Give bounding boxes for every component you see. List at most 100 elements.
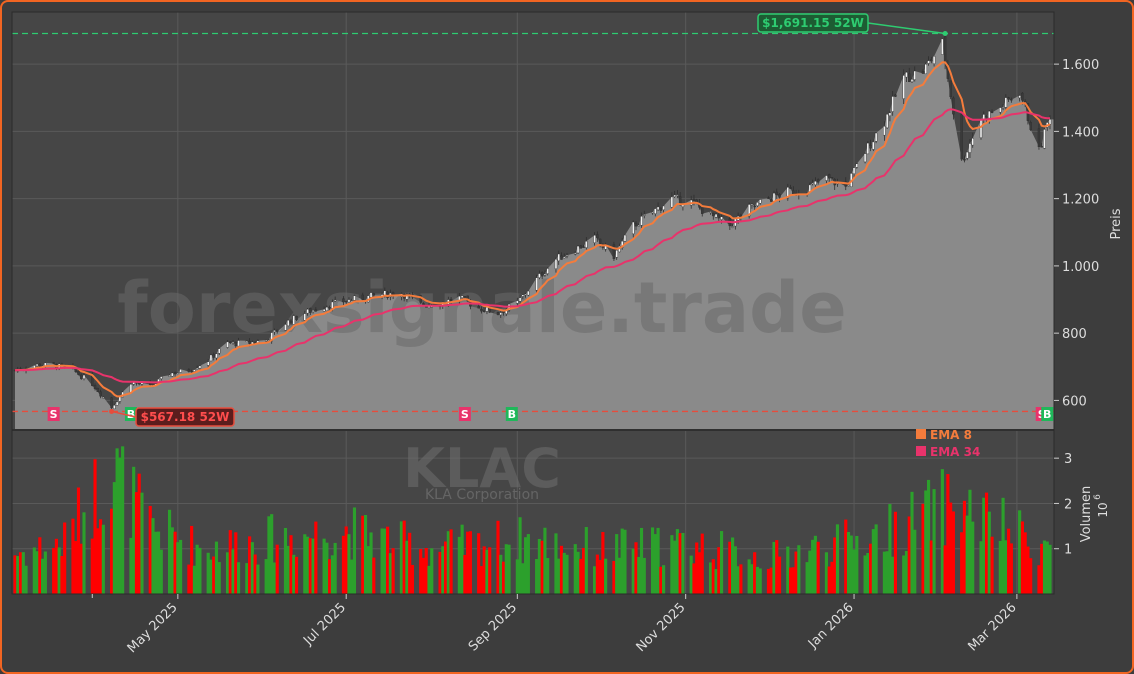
volume-bar <box>350 559 354 594</box>
volume-bar <box>341 535 346 594</box>
volume-bar <box>344 526 348 594</box>
price-tick-label: 600 <box>1062 394 1087 409</box>
candle-body <box>830 177 834 179</box>
volume-bar <box>156 531 161 594</box>
candle-body <box>482 310 486 312</box>
volume-bar <box>289 535 293 594</box>
volume-bar <box>719 531 724 594</box>
volume-bar <box>673 540 677 594</box>
volume-bar <box>24 565 28 594</box>
candle-body <box>333 299 337 302</box>
candle-body <box>309 308 312 314</box>
candle-body <box>811 182 814 185</box>
signal-buy-marker <box>1041 407 1054 421</box>
ema-8-line <box>14 61 1051 398</box>
volume-bar <box>833 537 837 594</box>
volume-bar <box>74 541 78 594</box>
candle-body <box>717 214 721 219</box>
volume-bar <box>167 509 172 594</box>
candle-body <box>275 329 279 332</box>
low-52w-pointer <box>111 410 137 418</box>
price-axis-label: Preis <box>1109 208 1124 239</box>
volume-bar <box>217 562 221 594</box>
candle-body <box>720 216 723 220</box>
candle-body <box>943 36 947 64</box>
candle-body <box>662 205 665 210</box>
volume-bar <box>140 492 144 594</box>
candle-body <box>1007 97 1010 100</box>
volume-bar <box>753 552 757 594</box>
volume-tick-label: 2 <box>1064 497 1072 512</box>
candle-body <box>960 114 963 160</box>
candle-body <box>110 397 113 409</box>
volume-bar <box>383 528 387 594</box>
volume-bar <box>557 558 561 594</box>
candle-body <box>825 175 828 181</box>
candle-body <box>496 311 500 315</box>
volume-bars <box>13 446 1052 594</box>
volume-bar <box>352 507 357 594</box>
volume-bar <box>675 529 679 594</box>
volume-bar <box>449 529 453 594</box>
candle-body <box>1018 95 1021 99</box>
volume-bar <box>670 535 674 594</box>
candle-body <box>902 75 905 99</box>
volume-bar <box>1048 544 1052 594</box>
volume-bar <box>366 546 370 594</box>
ticker-watermark: KLAC <box>403 437 561 500</box>
volume-bar <box>772 541 776 594</box>
date-tick-label: Nov 2025 <box>634 600 689 655</box>
candle-body <box>535 277 538 291</box>
candle-body <box>93 385 97 390</box>
volume-bar <box>463 554 467 594</box>
candle-body <box>659 207 663 211</box>
volume-bar <box>526 534 530 594</box>
candle-body <box>952 97 955 115</box>
volume-bar <box>728 541 732 594</box>
volume-bar <box>971 521 975 594</box>
volume-bar <box>115 448 119 594</box>
volume-bar <box>893 511 898 594</box>
volume-bar <box>1020 521 1024 594</box>
candle-body <box>921 70 925 74</box>
candle-body <box>623 234 627 242</box>
candle-body <box>538 273 541 278</box>
volume-bar <box>866 552 870 594</box>
candle-body <box>540 272 544 277</box>
volume-bar <box>21 552 25 594</box>
volume-bar <box>695 542 699 594</box>
volume-bar <box>766 568 771 594</box>
candle-body <box>328 306 331 309</box>
volume-bar <box>275 544 279 594</box>
volume-bar <box>236 562 241 594</box>
candle-body <box>891 96 894 112</box>
volume-bar <box>949 502 953 594</box>
volume-bar <box>446 531 450 594</box>
candle-body <box>637 224 640 227</box>
high-52w-pointer <box>867 22 946 35</box>
candle-body <box>579 245 583 249</box>
volume-bar <box>32 547 36 594</box>
volume-bar <box>1029 558 1033 594</box>
candle-body <box>102 396 105 399</box>
volume-bar <box>159 549 163 594</box>
volume-bar <box>808 550 812 594</box>
legend: EMA 8 EMA 34 <box>916 428 980 459</box>
volume-bar <box>573 544 577 594</box>
candle-body <box>988 110 991 119</box>
volume-bar <box>921 503 925 594</box>
volume-bar <box>830 561 834 594</box>
candle-body <box>361 294 364 301</box>
date-tick-label: May 2025 <box>125 600 181 656</box>
high-52w-label: $1,691.15 52W <box>762 16 864 30</box>
candle-body <box>863 153 867 163</box>
volume-bar <box>386 526 390 594</box>
candle-body <box>1043 129 1046 149</box>
candle-body <box>77 371 80 375</box>
candle-body <box>557 253 560 262</box>
candle-body <box>179 369 182 373</box>
candle-body <box>651 211 654 214</box>
candle-body <box>521 294 525 297</box>
candle-body <box>676 194 679 196</box>
